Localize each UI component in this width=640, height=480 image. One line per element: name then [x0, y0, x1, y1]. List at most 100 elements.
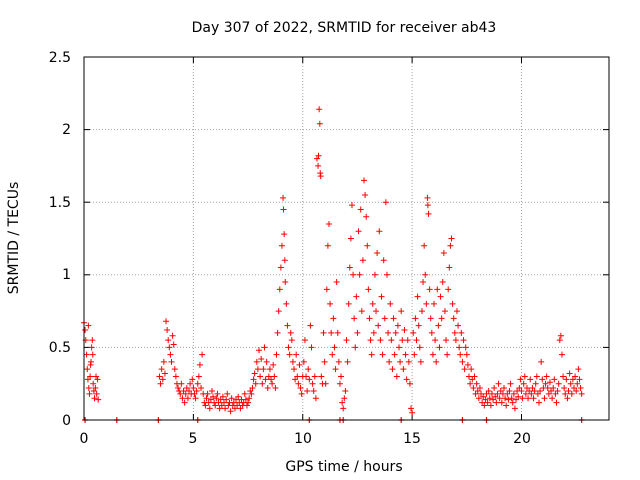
data-point — [202, 402, 209, 409]
data-point — [341, 395, 348, 402]
data-point — [501, 385, 507, 392]
data-point — [172, 373, 179, 380]
data-point — [399, 337, 406, 344]
data-point — [369, 300, 376, 307]
data-point — [295, 380, 302, 387]
data-point — [447, 242, 454, 249]
data-point — [410, 329, 417, 336]
data-point — [283, 300, 290, 307]
data-points — [81, 106, 585, 423]
data-point — [444, 351, 451, 358]
data-point — [487, 402, 494, 409]
data-point — [254, 366, 261, 373]
data-point — [305, 366, 312, 373]
data-point — [223, 396, 230, 403]
data-point — [362, 191, 369, 198]
data-point — [93, 390, 100, 397]
data-point — [328, 329, 335, 336]
data-point — [416, 344, 423, 351]
data-point — [382, 199, 389, 206]
data-point — [420, 279, 427, 286]
data-point — [424, 202, 431, 209]
data-point — [491, 385, 498, 392]
data-point — [358, 308, 365, 315]
data-point — [181, 399, 188, 406]
data-point — [417, 358, 424, 365]
data-point — [300, 358, 307, 365]
data-point — [577, 385, 584, 392]
data-point — [86, 390, 93, 397]
data-point — [284, 322, 291, 329]
data-point — [451, 329, 458, 336]
data-point — [515, 393, 522, 400]
data-point — [486, 395, 493, 402]
data-point — [411, 351, 418, 358]
data-point — [171, 366, 178, 373]
data-point — [189, 376, 196, 383]
data-point — [193, 387, 200, 394]
data-point — [249, 385, 256, 392]
data-point — [485, 387, 492, 394]
data-point — [282, 279, 289, 286]
data-point — [568, 390, 575, 397]
data-point — [343, 337, 350, 344]
data-point — [272, 385, 279, 392]
data-point — [446, 264, 453, 271]
data-point — [260, 366, 267, 373]
data-point — [557, 332, 564, 339]
data-point — [423, 300, 430, 307]
data-point — [438, 315, 445, 322]
data-point — [219, 393, 226, 400]
data-point — [427, 315, 434, 322]
data-point — [163, 318, 170, 325]
data-point — [476, 385, 483, 392]
data-point — [297, 385, 304, 392]
data-point — [364, 242, 371, 249]
data-point — [250, 376, 257, 383]
data-point — [175, 385, 182, 392]
data-point — [298, 390, 305, 397]
data-point — [323, 286, 330, 293]
data-point — [510, 390, 517, 397]
data-point — [274, 329, 281, 336]
data-point — [367, 337, 374, 344]
data-point — [415, 322, 422, 329]
data-point — [169, 332, 176, 339]
data-point — [330, 315, 337, 322]
data-point — [288, 337, 295, 344]
data-point — [556, 337, 563, 344]
data-point — [509, 399, 516, 406]
data-point — [251, 370, 258, 377]
data-point — [166, 344, 173, 351]
data-point — [468, 366, 475, 373]
data-point — [263, 358, 270, 365]
data-point — [354, 329, 361, 336]
data-point — [208, 387, 215, 394]
data-point — [309, 380, 316, 387]
data-point — [212, 402, 219, 409]
data-point — [184, 395, 191, 402]
data-point — [428, 329, 435, 336]
data-point — [401, 326, 408, 333]
data-point — [213, 395, 220, 402]
data-point — [170, 341, 177, 348]
data-point — [261, 344, 268, 351]
data-point — [84, 366, 91, 373]
data-point — [445, 286, 452, 293]
data-point — [296, 361, 303, 368]
data-point — [89, 337, 96, 344]
data-point — [432, 337, 439, 344]
data-point — [531, 387, 538, 394]
data-point — [460, 337, 467, 344]
data-point — [227, 408, 234, 415]
data-point — [235, 393, 242, 400]
data-point — [393, 373, 400, 380]
data-point — [433, 358, 440, 365]
data-point — [278, 242, 285, 249]
data-point — [345, 300, 352, 307]
data-point — [394, 322, 401, 329]
data-point — [308, 344, 315, 351]
data-point — [424, 194, 431, 201]
data-point — [335, 358, 342, 365]
data-point — [241, 390, 248, 397]
